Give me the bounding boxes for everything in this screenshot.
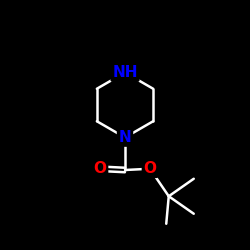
Text: NH: NH bbox=[112, 65, 138, 80]
Text: O: O bbox=[94, 161, 106, 176]
Text: N: N bbox=[119, 130, 132, 145]
Text: O: O bbox=[144, 161, 156, 176]
